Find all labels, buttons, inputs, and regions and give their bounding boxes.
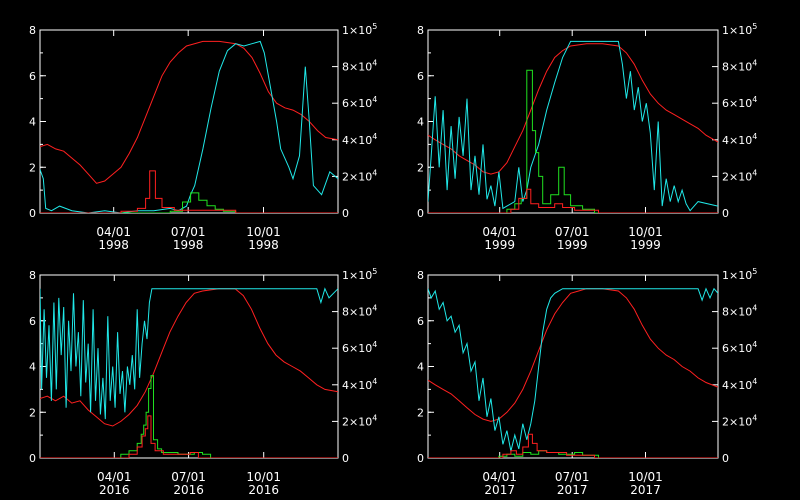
x-tick-label-date: 04/01 <box>97 470 132 484</box>
series-line-1 <box>40 287 338 420</box>
right-tick-label: 6×104 <box>342 95 377 110</box>
panel-2017: 0246802×1044×1046×1048×1041×10504/012017… <box>417 267 757 497</box>
series-line-2 <box>40 192 338 213</box>
x-tick-label-date: 10/01 <box>246 470 281 484</box>
left-tick-label: 0 <box>29 452 36 465</box>
x-tick-label-year: 1998 <box>248 238 279 252</box>
right-tick-label: 4×104 <box>342 377 377 392</box>
series-line-3 <box>40 170 338 213</box>
left-tick-label: 4 <box>29 361 36 374</box>
right-tick-label: 2×104 <box>722 168 757 183</box>
left-tick-label: 0 <box>417 207 424 220</box>
right-tick-label: 8×104 <box>342 59 377 74</box>
series-line-1 <box>428 287 718 452</box>
series-line-1 <box>428 40 718 212</box>
right-tick-label: 4×104 <box>722 132 757 147</box>
right-tick-label: 4×104 <box>722 377 757 392</box>
left-tick-label: 6 <box>29 315 36 328</box>
right-tick-label: 8×104 <box>342 304 377 319</box>
right-tick-label: 0 <box>342 452 349 465</box>
right-tick-label: 6×104 <box>342 340 377 355</box>
x-tick-label-date: 04/01 <box>482 470 517 484</box>
series-line-2 <box>428 69 718 213</box>
right-tick-label: 6×104 <box>722 340 757 355</box>
panel-1998: 0246802×1044×1046×1048×1041×10504/011998… <box>29 22 377 252</box>
x-tick-label-date: 07/01 <box>171 470 206 484</box>
series-line-1 <box>40 40 338 213</box>
series-line-3 <box>428 433 718 458</box>
x-tick-label-date: 07/01 <box>555 225 590 239</box>
plot-frame <box>427 274 719 459</box>
right-tick-label: 0 <box>342 207 349 220</box>
right-tick-label: 0 <box>722 452 729 465</box>
right-tick-label: 2×104 <box>342 413 377 428</box>
left-tick-label: 4 <box>417 116 424 129</box>
x-tick-label-date: 04/01 <box>96 225 131 239</box>
x-tick-label-year: 1998 <box>98 238 129 252</box>
series-line-2 <box>40 375 338 458</box>
x-tick-label-year: 2017 <box>630 483 661 497</box>
x-tick-label-date: 10/01 <box>246 225 281 239</box>
left-tick-label: 0 <box>417 452 424 465</box>
right-tick-label: 2×104 <box>342 168 377 183</box>
panel-2016: 0246802×1044×1046×1048×1041×10504/012016… <box>29 267 377 497</box>
plot-frame <box>39 29 339 214</box>
x-tick-label-date: 07/01 <box>555 470 590 484</box>
x-tick-label-date: 07/01 <box>171 225 206 239</box>
left-tick-label: 4 <box>417 361 424 374</box>
right-tick-label: 1×105 <box>342 22 377 37</box>
x-tick-label-year: 2016 <box>173 483 204 497</box>
x-tick-label-year: 2016 <box>99 483 130 497</box>
left-tick-label: 8 <box>29 269 36 282</box>
series-line-3 <box>428 188 718 213</box>
left-tick-label: 8 <box>417 269 424 282</box>
right-tick-label: 2×104 <box>722 413 757 428</box>
right-tick-label: 8×104 <box>722 304 757 319</box>
x-tick-label-date: 04/01 <box>482 225 517 239</box>
x-tick-label-year: 1999 <box>630 238 661 252</box>
right-tick-label: 1×105 <box>722 267 757 282</box>
left-tick-label: 0 <box>29 207 36 220</box>
series-line-0 <box>40 40 338 184</box>
left-tick-label: 2 <box>417 161 424 174</box>
left-tick-label: 8 <box>417 24 424 37</box>
left-tick-label: 2 <box>29 406 36 419</box>
series-line-0 <box>40 288 338 427</box>
x-tick-label-date: 10/01 <box>628 225 663 239</box>
x-tick-label-year: 2017 <box>557 483 588 497</box>
panel-1999: 0246802×1044×1046×1048×1041×10504/011999… <box>417 22 757 252</box>
x-tick-label-year: 1998 <box>173 238 204 252</box>
left-tick-label: 4 <box>29 116 36 129</box>
left-tick-label: 6 <box>417 70 424 83</box>
right-tick-label: 0 <box>722 207 729 220</box>
x-tick-label-year: 2017 <box>484 483 515 497</box>
right-tick-label: 6×104 <box>722 95 757 110</box>
x-tick-label-year: 1999 <box>484 238 515 252</box>
x-tick-label-year: 1999 <box>557 238 588 252</box>
left-tick-label: 8 <box>29 24 36 37</box>
right-tick-label: 8×104 <box>722 59 757 74</box>
series-line-0 <box>428 43 718 175</box>
left-tick-label: 6 <box>29 70 36 83</box>
right-tick-label: 1×105 <box>722 22 757 37</box>
left-tick-label: 6 <box>417 315 424 328</box>
right-tick-label: 4×104 <box>342 132 377 147</box>
series-line-2 <box>428 450 718 458</box>
x-tick-label-year: 2016 <box>248 483 279 497</box>
series-line-3 <box>40 415 338 458</box>
right-tick-label: 1×105 <box>342 267 377 282</box>
series-line-0 <box>428 288 718 422</box>
x-tick-label-date: 10/01 <box>628 470 663 484</box>
left-tick-label: 2 <box>29 161 36 174</box>
left-tick-label: 2 <box>417 406 424 419</box>
